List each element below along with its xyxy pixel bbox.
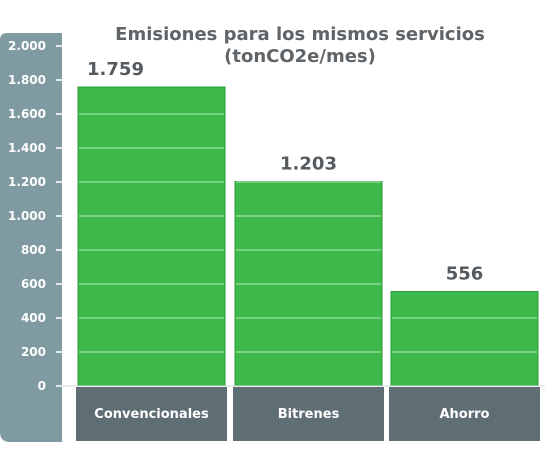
y-tick-label: 1.000 bbox=[8, 209, 46, 223]
category-label-ahorro: Ahorro bbox=[439, 407, 489, 422]
value-labels: 1.759 1.203 556 bbox=[87, 59, 483, 285]
y-tick-label: 600 bbox=[21, 277, 46, 291]
category-box-ahorro bbox=[389, 387, 540, 441]
category-boxes: Convencionales Bitrenes Ahorro bbox=[76, 387, 540, 441]
y-axis-panel bbox=[0, 33, 62, 442]
y-tick-label: 200 bbox=[21, 345, 46, 359]
bar-ahorro bbox=[390, 290, 539, 387]
value-label-bitrenes: 1.203 bbox=[280, 153, 337, 174]
y-tick-label: 1.400 bbox=[8, 141, 46, 155]
category-label-bitrenes: Bitrenes bbox=[278, 407, 340, 422]
y-tick-label: 1.200 bbox=[8, 175, 46, 189]
y-tick-label: 1.800 bbox=[8, 73, 46, 87]
category-box-convencionales bbox=[76, 387, 227, 441]
value-label-convencionales: 1.759 bbox=[87, 59, 144, 80]
category-label-convencionales: Convencionales bbox=[94, 407, 209, 422]
bars bbox=[77, 86, 539, 387]
gridlines bbox=[62, 113, 545, 387]
y-axis-ticks: 0 200 400 600 800 1.000 1.200 1.400 1.600 1.800 2.… bbox=[8, 39, 62, 393]
y-tick-label: 0 bbox=[38, 379, 46, 393]
y-tick-label: 2.000 bbox=[8, 39, 46, 53]
category-box-bitrenes bbox=[233, 387, 384, 441]
y-tick-label: 800 bbox=[21, 243, 46, 257]
y-tick-label: 1.600 bbox=[8, 107, 46, 121]
chart-title-line-2: (tonCO2e/mes) bbox=[224, 46, 376, 67]
value-label-ahorro: 556 bbox=[446, 263, 484, 284]
y-tick-label: 400 bbox=[21, 311, 46, 325]
chart-title-line-1: Emisiones para los mismos servicios bbox=[115, 24, 485, 45]
bar-convencionales bbox=[77, 86, 226, 387]
